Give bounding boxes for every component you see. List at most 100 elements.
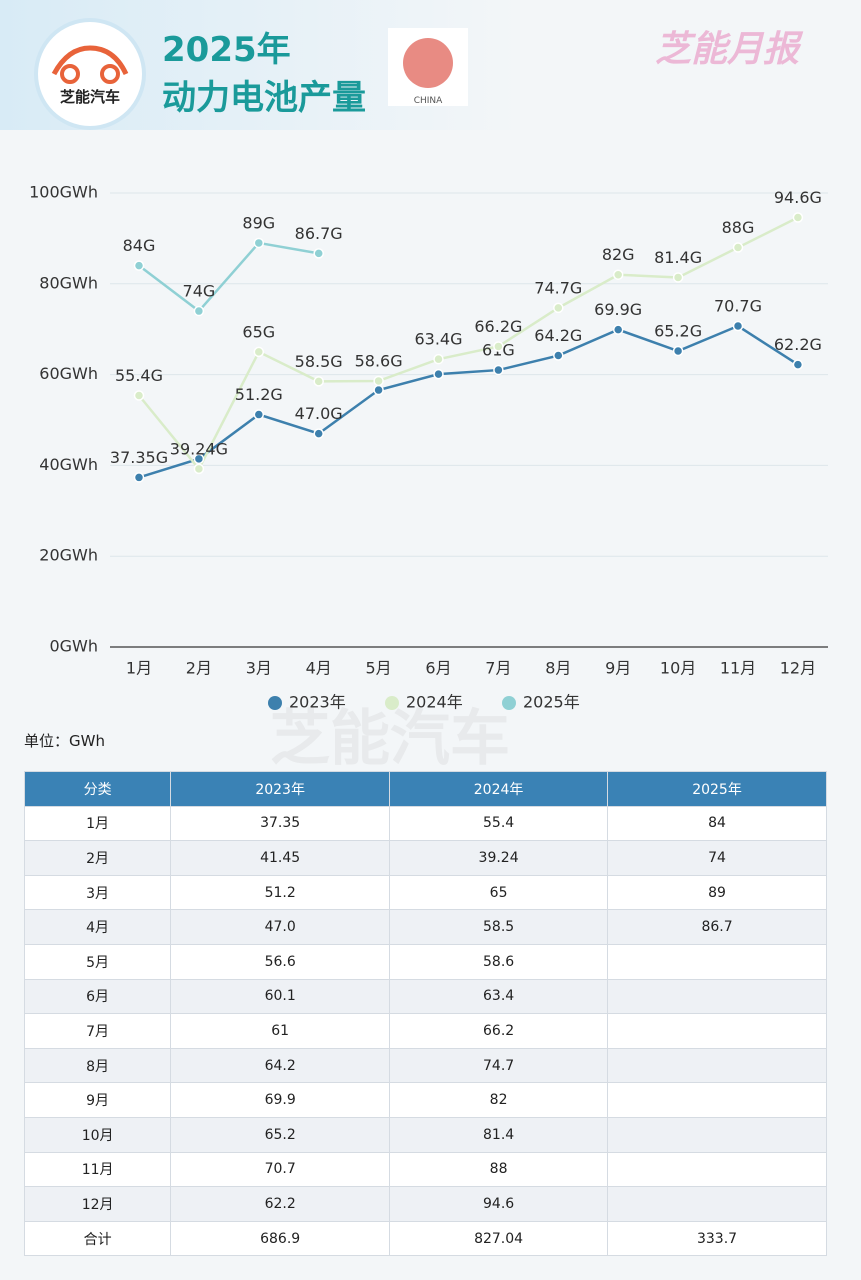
logo-icon	[51, 45, 129, 84]
table-row: 10月 65.2 81.4	[23, 1116, 827, 1153]
table-cell: 58.5	[389, 909, 609, 945]
table-row: 5月 56.6 58.6	[23, 943, 827, 980]
table-row: 2月 41.45 39.24 74	[23, 840, 827, 876]
data-point	[732, 242, 744, 253]
table-cell	[607, 1013, 827, 1049]
table-cell: 55.4	[389, 805, 609, 842]
y-tick-label: 20GWh	[39, 546, 98, 565]
x-tick-label: 1月	[126, 659, 152, 678]
flag: CHINA	[388, 28, 468, 106]
data-point	[612, 269, 624, 280]
watermark: 芝能汽车	[270, 704, 510, 774]
x-tick-label: 8月	[545, 659, 571, 678]
data-point	[493, 341, 504, 352]
data-point	[672, 345, 684, 357]
table-cell: 333.7	[607, 1220, 827, 1257]
table-cell	[607, 943, 827, 980]
data-label: 82G	[602, 245, 635, 264]
data-label: 63.4G	[414, 330, 462, 349]
data-point	[373, 384, 384, 396]
table-row: 合计 686.9 827.04 333.7	[23, 1220, 827, 1257]
header-cell: 分类	[23, 771, 172, 807]
data-point	[133, 260, 145, 271]
table-cell: 56.6	[170, 943, 391, 980]
table-cell: 9月	[23, 1082, 172, 1118]
table-cell: 61	[170, 1013, 391, 1049]
data-label: 84G	[123, 236, 156, 255]
table-cell: 62.2	[170, 1186, 391, 1222]
legend-label: 2025年	[523, 693, 580, 712]
table-cell: 84	[607, 805, 827, 842]
data-point	[373, 375, 384, 387]
data-point	[612, 324, 624, 335]
table-cell: 58.6	[389, 943, 609, 980]
table-cell: 2月	[23, 840, 172, 876]
data-label: 62.2G	[774, 335, 822, 354]
table-cell: 合计	[23, 1220, 172, 1257]
data-point	[193, 453, 205, 465]
table-cell: 69.9	[170, 1082, 391, 1118]
x-tick-label: 10月	[660, 659, 696, 678]
data-point	[313, 376, 324, 387]
table-cell: 51.2	[170, 874, 391, 911]
unit: 单位：GWh	[24, 732, 105, 750]
legend-label: 2024年	[406, 693, 463, 712]
x-tick-label: 9月	[605, 659, 631, 678]
table-cell: 63.4	[389, 978, 609, 1015]
x-tick-label: 6月	[425, 659, 451, 678]
data-label: 65.2G	[654, 321, 702, 340]
table-row: 8月 64.2 74.7	[23, 1047, 827, 1084]
table-cell: 89	[607, 874, 827, 911]
table-cell: 39.24	[389, 840, 609, 876]
table-cell: 81.4	[389, 1116, 609, 1153]
table-cell: 1月	[23, 805, 172, 842]
table-row: 7月 61 66.2	[23, 1013, 827, 1049]
table-cell: 65.2	[170, 1116, 391, 1153]
y-tick-label: 60GWh	[39, 364, 98, 383]
x-tick-label: 4月	[306, 659, 332, 678]
table-cell	[607, 1047, 827, 1084]
y-tick-label: 0GWh	[49, 637, 98, 656]
data-label: 64.2G	[534, 326, 582, 345]
title: 2025年	[162, 30, 291, 70]
table-cell: 70.7	[170, 1151, 391, 1188]
data-point	[732, 320, 744, 332]
series-line	[138, 241, 319, 313]
series-line	[138, 216, 799, 472]
data-point	[433, 353, 444, 365]
data-point	[792, 212, 804, 223]
data-label: 37.35G	[110, 448, 168, 467]
y-tick-label: 100GWh	[29, 183, 98, 202]
data-label: 66.2G	[474, 317, 522, 336]
table-cell	[607, 1116, 827, 1153]
header-cell: 2023年	[170, 771, 391, 807]
chart: 0GWh 20GWh 40GWh 60GWh 80GWh 100GWh 1月 2月 3月 4月 5月…	[29, 183, 828, 712]
table-cell: 6月	[23, 978, 172, 1015]
table-cell	[607, 1082, 827, 1118]
table-cell: 82	[389, 1082, 609, 1118]
table-row: 12月 62.2 94.6	[23, 1186, 827, 1222]
legend-swatch	[502, 696, 516, 710]
data-point	[553, 302, 564, 314]
data-point	[133, 390, 145, 401]
table-cell	[607, 978, 827, 1015]
data-point	[253, 346, 265, 358]
logo: 芝能汽车	[38, 22, 142, 126]
table-cell	[607, 1151, 827, 1188]
data-point	[313, 428, 324, 439]
data-point	[313, 248, 324, 259]
x-tick-label: 12月	[780, 659, 816, 678]
data-label: 58.5G	[295, 352, 343, 371]
data-point	[493, 364, 504, 376]
table-cell: 65	[389, 874, 609, 911]
data-point	[433, 368, 444, 380]
legend-swatch	[385, 696, 399, 710]
data-point	[193, 463, 205, 475]
data-point	[253, 237, 265, 249]
data-label: 51.2G	[235, 385, 283, 404]
data-label: 39.24G	[170, 439, 228, 458]
data-table: 分类 2023年 2024年 2025年 1月 37.35 55.4 84 2月 41.45 39.…	[23, 771, 827, 1257]
table-cell: 8月	[23, 1047, 172, 1084]
legend-label: 2023年	[289, 693, 346, 712]
